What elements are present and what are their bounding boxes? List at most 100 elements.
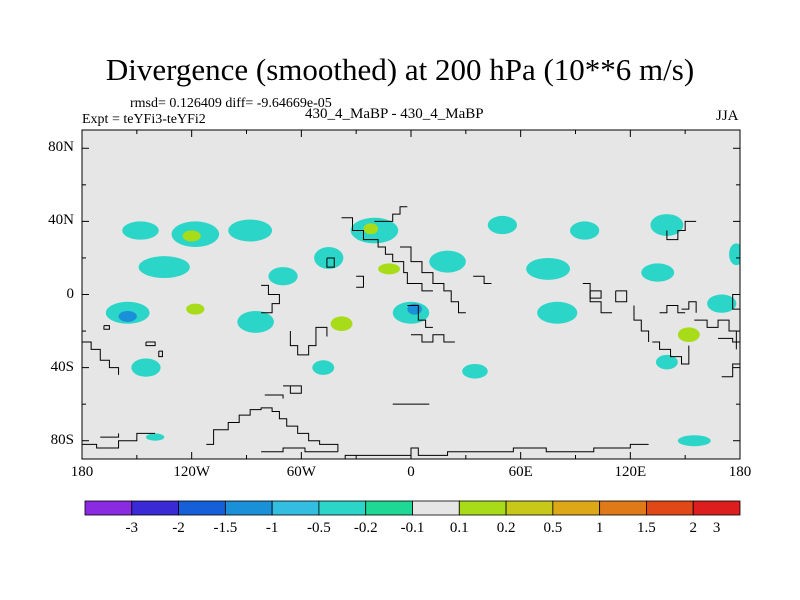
contour-region-3 [228,219,273,242]
x-tick-label: 60E [508,464,533,480]
contour-region-23 [575,252,613,271]
coastline-31 [721,363,740,378]
colorbar-label: 0.5 [543,520,563,536]
coastline-23 [82,432,156,449]
coastline-13 [473,275,492,285]
x-tick-label: 120E [614,464,647,480]
coastline-25 [261,447,338,453]
colorbar-box-6 [365,500,413,516]
coastline-16 [615,290,628,303]
contour-region-49 [655,354,678,370]
y-tick-label: 80N [48,139,74,156]
case-label: 430_4_MaBP - 430_4_MaBP [305,106,484,122]
x-tick-label: 120W [173,464,210,480]
contour-region-11 [650,214,684,237]
y-tick-label: 0 [66,285,75,302]
contour-region-50 [145,433,165,441]
contour-region-24 [641,263,675,282]
y-tick-label: 40N [48,212,74,229]
coastline-4 [261,284,280,314]
coastlines [82,206,740,459]
contour-region-41 [82,345,126,372]
contour-region-20 [429,250,466,273]
colorbar-box-11 [599,500,647,516]
coastline-24 [206,407,339,452]
contour-region-29 [186,303,205,315]
contour-region-8 [487,215,518,235]
coastline-12 [432,283,466,314]
coastline-11 [411,334,455,343]
coastline-34 [666,220,697,241]
y-tick-label: 80S [50,431,74,448]
colorbar-box-3 [224,500,273,516]
colorbar-label: 1 [595,520,604,536]
colorbar-box-0 [84,500,133,516]
chart-title: Divergence (smoothed) at 200 hPa (10**6 … [105,52,695,87]
colorbar-box-2 [178,500,226,516]
contour-region-44 [312,360,335,375]
colorbar-label: 0.1 [449,520,469,536]
contour-region-37 [575,316,613,339]
stats-line: rmsd= 0.126409 diff= -9.64669e-05 [130,96,332,111]
coastline-5 [289,326,328,356]
contour-region-45 [348,356,371,372]
coastline-8 [374,206,408,222]
contour-region-32 [330,316,353,332]
colorbar-box-10 [552,500,601,516]
coastline-32 [356,275,364,288]
coastline-2 [145,341,156,347]
colorbar-box-9 [505,500,554,516]
coastline-14 [582,283,613,314]
coastline-1 [103,325,110,330]
colorbar-label: 3 [712,520,721,536]
colorbar-box-7 [412,500,460,516]
contour-region-27 [118,310,137,322]
contour-region-21 [474,261,512,284]
contour-region-9 [526,219,571,242]
coastline-6 [326,257,335,268]
coastline-26 [337,447,481,459]
coastline-35 [681,301,697,313]
contour-region-48 [681,354,726,381]
contour-region-25 [692,257,715,277]
contour-regions [82,212,740,447]
contour-region-4 [290,225,324,244]
colorbar-box-5 [318,500,367,516]
contour-region-15 [206,256,251,279]
coastline-18 [652,341,690,365]
contour-region-40 [707,294,737,313]
contour-region-14 [138,256,190,279]
colorbar-label: 2 [689,520,697,536]
contour-region-43 [242,347,287,370]
colorbar-label: -0.1 [400,520,425,536]
contour-region-0 [122,221,159,240]
coastline-7 [341,217,433,292]
season-label: JJA [716,108,739,124]
colorbar-label: 0.2 [496,520,516,536]
contour-region-10 [570,221,600,240]
coastline-9 [400,246,441,285]
contour-region-19 [378,263,401,275]
coastline-17 [633,305,650,343]
contour-region-13 [82,259,126,279]
contour-region-35 [464,310,505,333]
contour-region-39 [677,327,700,343]
contour-region-12 [729,243,740,266]
colorbar-label: -0.5 [307,520,331,536]
plot-background [82,130,740,459]
colorbar-box-13 [692,500,741,516]
coastline-19 [659,304,686,314]
colorbar-label: 1.5 [637,520,656,536]
contour-region-2 [182,230,201,242]
colorbar-box-1 [131,500,179,516]
coastline-21 [718,337,740,343]
coastline-30 [264,394,284,399]
coastline-10 [407,304,433,328]
x-tick-label: 0 [407,464,415,480]
colorbar-label: -1.5 [213,520,238,536]
contour-region-16 [268,267,298,286]
colorbar-label: -2 [172,520,185,536]
x-tick-label: 180 [728,464,752,480]
coastline-29 [283,385,302,394]
